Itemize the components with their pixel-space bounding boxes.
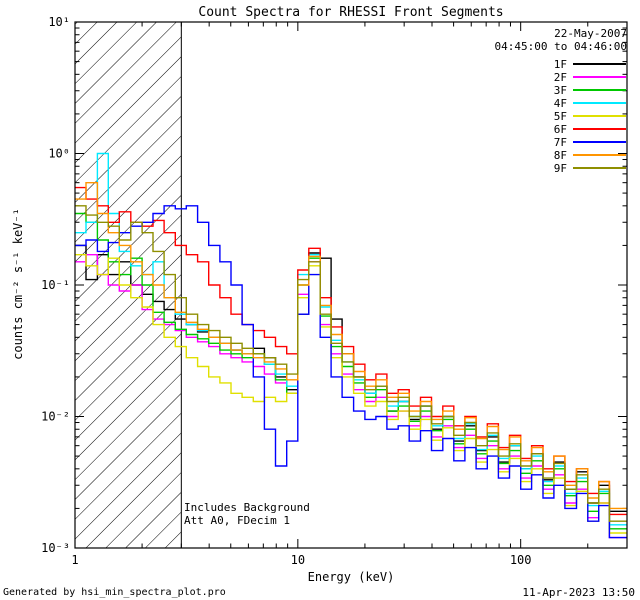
legend-label-8F: 8F bbox=[554, 149, 567, 162]
legend-label-2F: 2F bbox=[554, 71, 567, 84]
axis-tick-labels: 1 10 100 10¹ 10⁰ 10⁻¹ 10⁻² 10⁻³ bbox=[41, 15, 531, 567]
generator-credit: Generated by hsi_min_spectra_plot.pro bbox=[3, 587, 226, 598]
axes-frame bbox=[74, 21, 628, 549]
x-axis-label: Energy (keV) bbox=[307, 570, 395, 584]
observation-date: 22-May-2007 bbox=[554, 27, 627, 40]
y-tick-label: 10⁻¹ bbox=[41, 278, 70, 292]
legend-label-9F: 9F bbox=[554, 162, 567, 175]
spectrum-line-3F bbox=[75, 212, 627, 530]
y-tick-label: 10⁰ bbox=[48, 147, 70, 161]
x-tick-label: 1 bbox=[71, 553, 78, 567]
legend-label-5F: 5F bbox=[554, 110, 567, 123]
generation-timestamp: 11-Apr-2023 13:50 bbox=[522, 586, 635, 599]
y-axis-label: counts cm⁻² s⁻¹ keV⁻¹ bbox=[11, 208, 25, 360]
legend-label-4F: 4F bbox=[554, 97, 567, 110]
spectrum-line-8F bbox=[75, 182, 627, 510]
chart-title: Count Spectra for RHESSI Front Segments bbox=[198, 5, 504, 20]
spectrum-line-9F bbox=[75, 205, 627, 522]
x-tick-label: 100 bbox=[510, 553, 532, 567]
background-annotation: Includes Background bbox=[184, 501, 310, 514]
legend-label-3F: 3F bbox=[554, 84, 567, 97]
spectrum-line-7F bbox=[75, 205, 627, 539]
plot-frame bbox=[74, 21, 628, 549]
spectrum-line-2F bbox=[75, 254, 627, 539]
legend-label-7F: 7F bbox=[554, 136, 567, 149]
y-tick-label: 10⁻² bbox=[41, 410, 70, 424]
legend-label-1F: 1F bbox=[554, 58, 567, 71]
attenuator-annotation: Att A0, FDecim 1 bbox=[184, 514, 290, 527]
y-tick-label: 10¹ bbox=[48, 15, 70, 29]
observation-time-range: 04:45:00 to 04:46:00 bbox=[494, 40, 627, 53]
spectrum-line-5F bbox=[75, 254, 627, 534]
legend-label-6F: 6F bbox=[554, 123, 567, 136]
x-tick-label: 10 bbox=[291, 553, 305, 567]
spectrum-line-6F bbox=[75, 186, 627, 516]
y-tick-label: 10⁻³ bbox=[41, 541, 70, 555]
spectra-lines bbox=[75, 152, 627, 539]
